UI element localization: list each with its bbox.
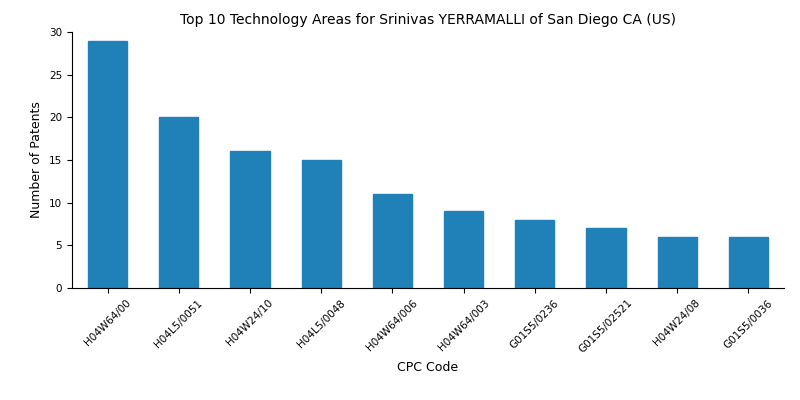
Bar [373,194,412,288]
Bar [658,237,697,288]
Bar [586,228,626,288]
Bar [515,220,554,288]
Y-axis label: Number of Patents: Number of Patents [30,102,43,218]
Bar [729,237,768,288]
Bar [444,211,483,288]
Bar [302,160,341,288]
Title: Top 10 Technology Areas for Srinivas YERRAMALLI of San Diego CA (US): Top 10 Technology Areas for Srinivas YER… [180,13,676,27]
Bar [159,117,198,288]
X-axis label: CPC Code: CPC Code [398,360,458,374]
Bar [88,40,127,288]
Bar [230,152,270,288]
